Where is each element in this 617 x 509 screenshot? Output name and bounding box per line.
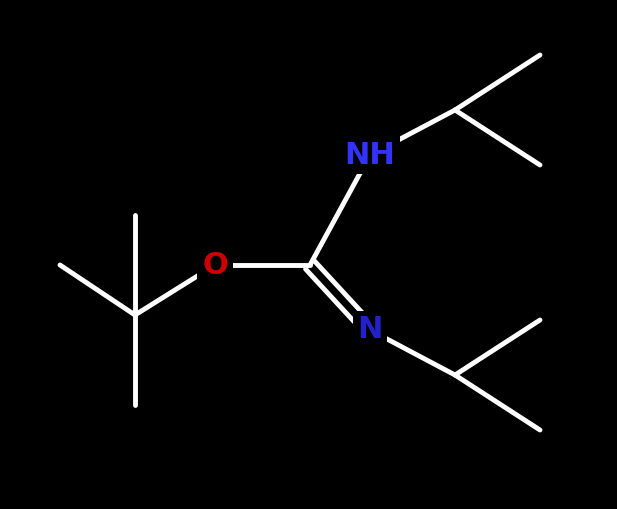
Text: N: N (357, 316, 383, 345)
Text: O: O (202, 250, 228, 279)
Text: NH: NH (345, 140, 395, 169)
